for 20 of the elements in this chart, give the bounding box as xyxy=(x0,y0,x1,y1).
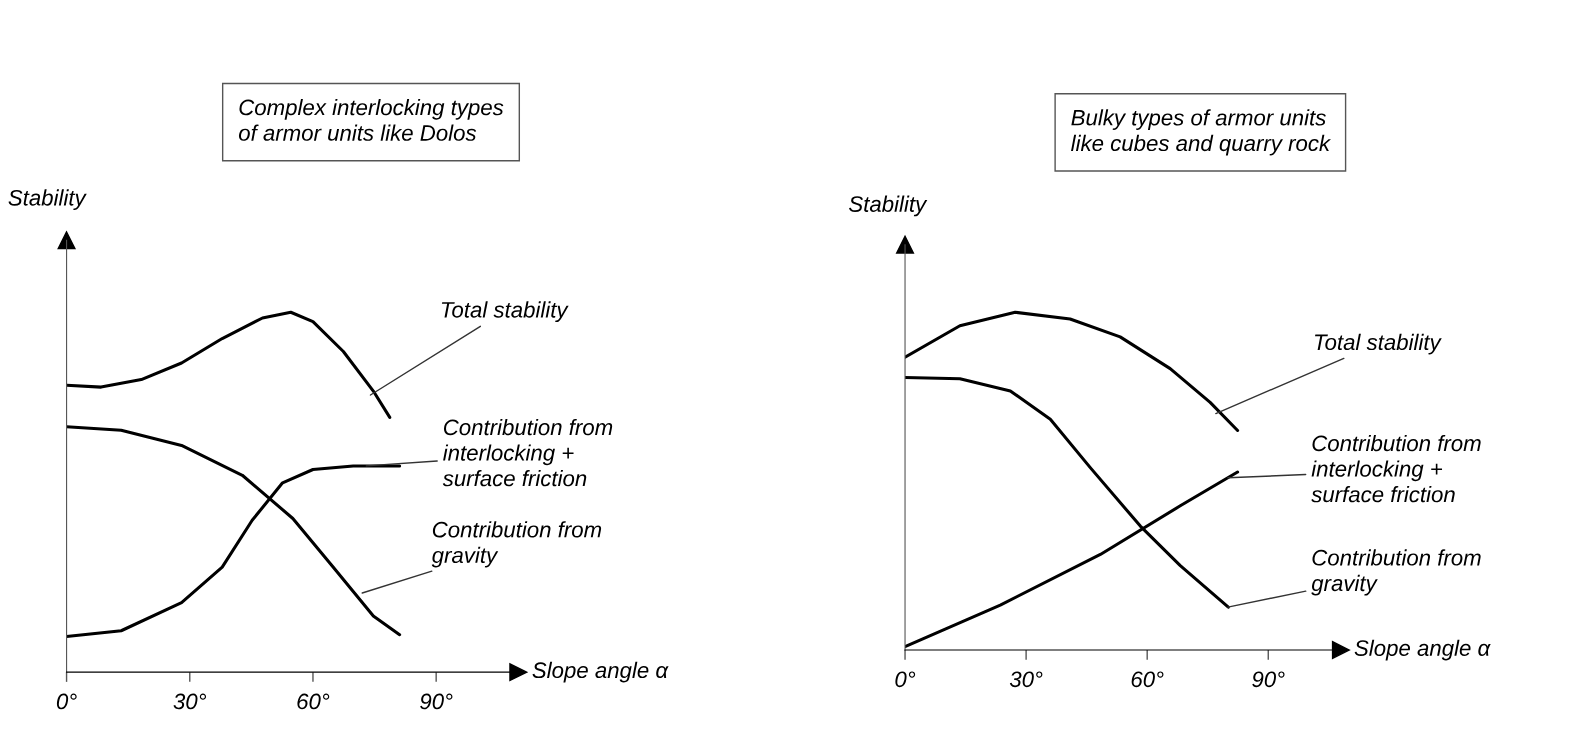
annotation: Contribution from interlocking + surface friction xyxy=(442,418,613,487)
x-tick-label: 60° xyxy=(297,693,330,710)
x-tick-label: 0° xyxy=(895,671,916,688)
chart-title: Bulky types of armor units like cubes and quarry rock xyxy=(1071,109,1331,156)
annotation: Contribution from gravity xyxy=(1311,549,1481,596)
y-axis-title: Stability xyxy=(8,189,87,211)
x-tick-label: 0° xyxy=(56,693,77,710)
annotation: Contribution from interlocking + surface friction xyxy=(1311,434,1481,503)
annotation: Total stability xyxy=(441,301,569,323)
x-axis-title: Slope angle α xyxy=(1354,639,1491,661)
chart-title: Complex interlocking types of armor units like Dolos xyxy=(238,98,504,141)
x-tick-label: 60° xyxy=(1131,671,1164,688)
x-tick-label: 90° xyxy=(420,693,453,710)
x-tick-label: 30° xyxy=(173,693,207,710)
annotation: Contribution from gravity xyxy=(431,521,602,568)
annotation: Total stability xyxy=(1315,333,1442,355)
x-tick-label: 30° xyxy=(1009,671,1043,688)
x-tick-label: 90° xyxy=(1252,671,1285,688)
y-axis-title: Stability xyxy=(849,195,928,217)
x-axis-title: Slope angle α xyxy=(532,661,669,683)
